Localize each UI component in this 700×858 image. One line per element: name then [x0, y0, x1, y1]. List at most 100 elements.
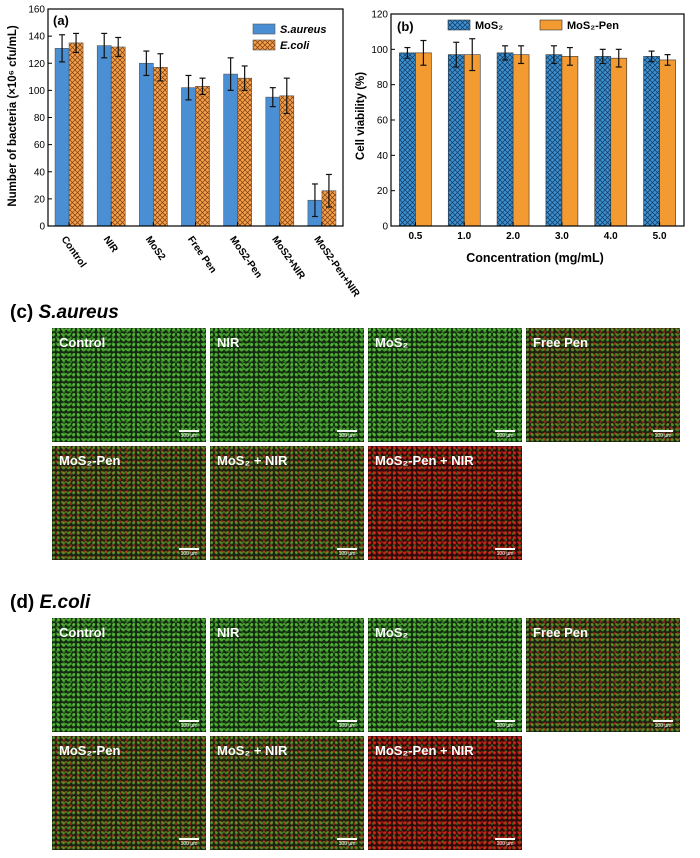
panel-label: MoS₂ + NIR	[217, 453, 288, 468]
panel-label: Control	[59, 335, 106, 350]
y-tick-label: 60	[34, 140, 46, 151]
legend-label: S.aureus	[280, 24, 326, 36]
panel-label: MoS₂ + NIR	[217, 743, 288, 758]
x-tick-label: 3.0	[555, 231, 569, 242]
x-tick-label: MoS2+NIR	[269, 234, 307, 282]
bar	[96, 45, 112, 227]
bar	[223, 73, 238, 227]
panel-label: MoS₂-Pen	[59, 743, 121, 758]
panel-label: Control	[59, 625, 106, 640]
bar	[610, 57, 628, 227]
micrograph-panel: MoS₂-Pen + NIR 100 µm	[368, 446, 522, 560]
y-tick-label: 60	[377, 116, 389, 127]
bar	[265, 96, 281, 227]
legend-swatch	[447, 19, 471, 31]
bar-series	[54, 32, 337, 227]
legend-swatch	[539, 19, 563, 31]
micrograph-panel: MoS₂ + NIR 100 µm	[210, 446, 364, 560]
y-tick-label: 20	[34, 194, 46, 205]
panel-label: MoS₂	[375, 335, 409, 350]
panel-label: Free Pen	[533, 335, 588, 350]
y-axis-label: Cell viability (%)	[355, 72, 367, 160]
bar	[545, 54, 563, 227]
bar	[561, 56, 579, 227]
bar	[195, 86, 210, 227]
y-tick-label: 20	[377, 186, 389, 197]
micrograph-panel: MoS₂-Pen + NIR 100 µm	[368, 736, 522, 850]
x-tick-label: 1.0	[457, 231, 471, 242]
bar	[512, 54, 530, 227]
y-tick-label: 80	[34, 113, 46, 124]
x-axis-labels: Control NIR MoS2 Free Pen MoS2-Pen MoS2+NIR Mo…	[59, 222, 362, 300]
y-tick-label: 160	[28, 5, 45, 16]
scale-bar: 100 µm	[495, 548, 515, 557]
panel-label: Free Pen	[533, 625, 588, 640]
bar	[447, 54, 465, 227]
legend-swatch	[252, 39, 276, 51]
y-axis-ticks: 0 20 40 60 80 100 120	[371, 10, 395, 233]
legend-label: MoS₂	[475, 20, 503, 32]
bar	[399, 52, 416, 227]
x-tick-label: 5.0	[653, 231, 667, 242]
micrograph-panel: MoS₂ 100 µm	[368, 618, 522, 732]
legend-label: MoS₂-Pen	[567, 20, 619, 32]
bacteria-count-chart: Number of bacteria (×10⁶ cfu/mL) 0 20 40 60…	[7, 5, 362, 300]
bar	[110, 46, 126, 227]
bar	[643, 56, 660, 227]
x-axis-labels: 0.5 1.0 2.0 3.0 4.0 5.0	[408, 222, 667, 242]
panel-label: (b)	[397, 19, 414, 34]
section-c-title: (c) S.aureus	[10, 302, 119, 324]
micrograph-panel: Free Pen 100 µm	[526, 328, 680, 442]
micrograph-panel: NIR 100 µm	[210, 618, 364, 732]
section-d-title: (d) E.coli	[10, 592, 90, 614]
panel-label: (a)	[53, 13, 69, 28]
micrograph-panel: MoS₂ + NIR 100 µm	[210, 736, 364, 850]
micrograph-panel: MoS₂-Pen 100 µm	[52, 736, 206, 850]
bar	[237, 77, 252, 227]
x-tick-label: MoS2-Pen	[227, 234, 264, 280]
panel-label: MoS₂-Pen + NIR	[375, 453, 474, 468]
legend-swatch	[252, 23, 276, 35]
legend-label: E.coli	[280, 40, 310, 52]
bar	[463, 54, 481, 227]
organism-name: E.coli	[39, 592, 91, 613]
x-tick-label: Control	[59, 234, 89, 270]
x-tick-label: Free Pen	[185, 234, 218, 275]
x-tick-label: 2.0	[506, 231, 520, 242]
organism-name: S.aureus	[38, 302, 119, 323]
scale-bar: 100 µm	[179, 720, 199, 729]
scale-bar: 100 µm	[179, 838, 199, 847]
panel-label: MoS₂	[375, 625, 409, 640]
scale-bar: 100 µm	[179, 430, 199, 439]
micrograph-panel: MoS₂-Pen 100 µm	[52, 446, 206, 560]
scale-bar: 100 µm	[337, 430, 357, 439]
scale-bar: 100 µm	[495, 838, 515, 847]
panel-label: MoS₂-Pen	[59, 453, 121, 468]
micrograph-panel: NIR 100 µm	[210, 328, 364, 442]
cell-viability-chart: Cell viability (%) 0 20 40 60 80 100 120 0.5 1.…	[355, 10, 685, 265]
bar	[415, 52, 432, 227]
bar	[139, 62, 154, 227]
scale-bar: 100 µm	[495, 720, 515, 729]
y-tick-label: 140	[28, 32, 45, 43]
y-tick-label: 100	[28, 86, 45, 97]
scale-bar: 100 µm	[337, 548, 357, 557]
y-tick-label: 40	[34, 167, 46, 178]
y-tick-label: 120	[371, 10, 388, 21]
scale-bar: 100 µm	[495, 430, 515, 439]
x-tick-label: NIR	[101, 234, 120, 255]
bar-charts-figure: Number of bacteria (×10⁶ cfu/mL) 0 20 40 60…	[7, 5, 685, 300]
bar	[496, 52, 514, 227]
micrograph-panel: Control 100 µm	[52, 328, 206, 442]
y-tick-label: 120	[28, 59, 45, 70]
bar	[181, 87, 196, 227]
scale-bar: 100 µm	[337, 838, 357, 847]
y-axis-label: Number of bacteria (×10⁶ cfu/mL)	[7, 25, 19, 207]
y-axis-ticks: 0 20 40 60 80 100 120 140 160	[28, 5, 52, 233]
legend: MoS₂ MoS₂-Pen	[447, 19, 619, 32]
micrograph-panel: Control 100 µm	[52, 618, 206, 732]
bar	[594, 56, 612, 227]
x-tick-label: MoS2-Pen+NIR	[311, 234, 361, 299]
y-tick-label: 80	[377, 80, 389, 91]
y-tick-label: 0	[382, 222, 388, 233]
